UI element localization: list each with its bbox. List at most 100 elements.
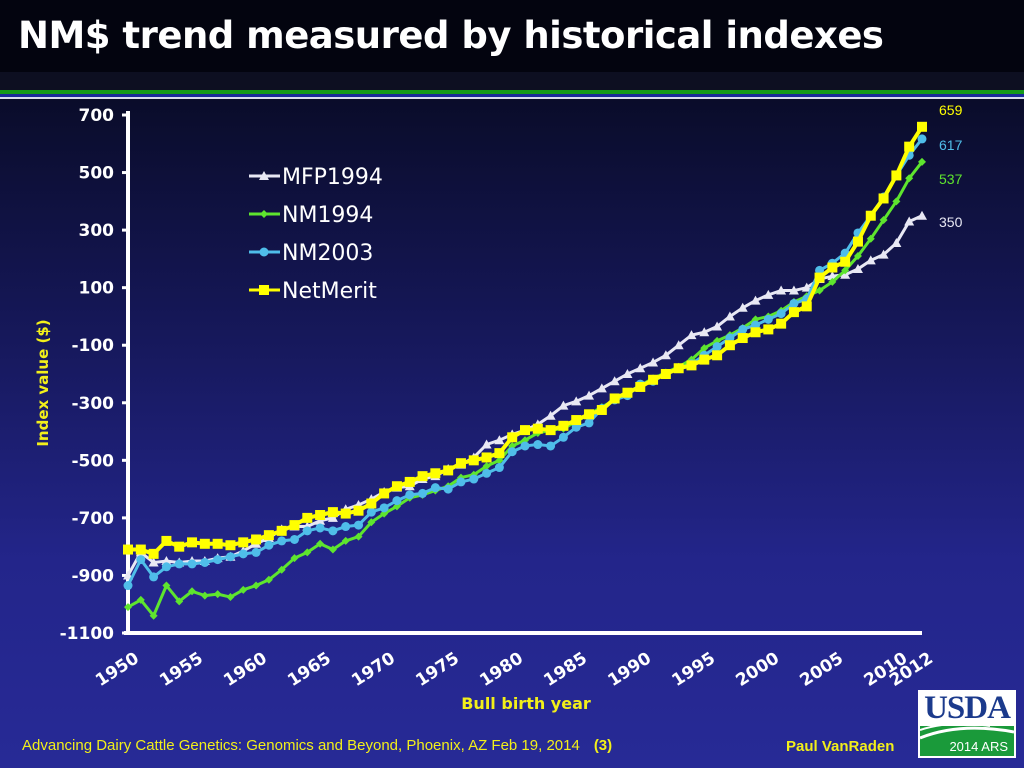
data-point	[609, 393, 620, 404]
data-point	[149, 611, 158, 620]
data-point	[162, 581, 171, 590]
data-point	[199, 538, 210, 549]
divider-blue	[0, 94, 1024, 97]
data-point	[481, 452, 492, 463]
x-tick-label: 1980	[476, 648, 527, 691]
data-point	[341, 522, 351, 532]
data-point	[917, 121, 927, 132]
data-point	[327, 507, 338, 518]
data-point	[546, 441, 556, 451]
footer-text: Advancing Dairy Cattle Genetics: Genomic…	[22, 737, 580, 754]
data-point	[750, 327, 761, 338]
data-point	[545, 410, 556, 420]
x-axis-label: Bull birth year	[461, 694, 591, 713]
x-tick-label: 1990	[604, 648, 655, 691]
data-point	[750, 295, 761, 305]
series-line	[128, 125, 924, 556]
data-point	[367, 518, 376, 527]
data-point	[136, 595, 145, 604]
x-tick-label: 1955	[156, 648, 207, 691]
end-value-label: 350	[939, 214, 963, 230]
legend-item: NetMerit	[249, 279, 377, 304]
data-point	[277, 536, 287, 546]
usda-logo-year: 2014 ARS	[949, 739, 1008, 754]
data-point	[673, 340, 684, 350]
legend-item: MFP1994	[249, 165, 383, 190]
legend-label: NM2003	[282, 241, 373, 266]
y-tick-label: 700	[79, 106, 115, 126]
data-point	[840, 256, 851, 267]
data-point	[686, 360, 697, 371]
data-point	[443, 465, 454, 476]
data-point	[213, 555, 223, 565]
data-point	[302, 526, 312, 536]
data-point	[724, 340, 735, 351]
data-point	[584, 409, 595, 420]
data-point	[724, 311, 735, 321]
data-point	[123, 544, 133, 555]
y-tick-label: -1100	[60, 624, 115, 644]
data-point	[456, 477, 466, 487]
data-point	[354, 532, 363, 541]
data-point	[263, 530, 274, 541]
data-point	[660, 369, 671, 379]
y-tick-label: 100	[79, 279, 115, 299]
data-point	[482, 462, 491, 471]
data-point	[596, 404, 607, 415]
divider-green	[0, 90, 1024, 94]
data-point	[712, 321, 723, 331]
data-point	[520, 441, 530, 451]
data-point	[174, 559, 184, 569]
data-point	[302, 512, 313, 523]
data-point	[443, 484, 453, 494]
data-point	[161, 562, 171, 572]
data-point	[264, 540, 274, 550]
data-point	[251, 547, 261, 557]
end-value-label: 617	[939, 137, 963, 153]
data-point	[405, 490, 415, 500]
data-point	[571, 396, 582, 406]
data-point	[187, 559, 197, 569]
data-point	[737, 333, 748, 344]
data-point	[124, 603, 132, 612]
data-point	[801, 301, 812, 312]
usda-logo-text: USDA	[924, 690, 1011, 726]
data-point	[738, 324, 748, 334]
data-point	[417, 471, 428, 482]
end-labels: 350 537 617 659	[939, 102, 963, 230]
data-point	[495, 456, 504, 465]
divider-white	[0, 97, 1024, 99]
data-point	[315, 515, 326, 525]
data-point	[852, 263, 863, 273]
data-point	[648, 374, 659, 385]
data-point	[865, 210, 876, 221]
data-point	[918, 157, 926, 166]
legend-marker-icon	[259, 247, 269, 257]
y-tick-label: -900	[71, 566, 114, 586]
data-point	[584, 418, 594, 428]
data-point	[379, 488, 390, 499]
data-point	[135, 544, 146, 555]
data-point	[866, 234, 875, 243]
series-netmerit	[123, 121, 927, 559]
data-point	[430, 483, 440, 493]
end-value-label: 537	[939, 171, 963, 187]
data-point	[814, 272, 825, 283]
data-point	[328, 526, 338, 536]
legend-label: NetMerit	[282, 279, 377, 304]
title-subbar	[0, 72, 1024, 90]
data-point	[353, 505, 364, 516]
data-point	[251, 534, 262, 545]
slide-title: NM$ trend measured by historical indexes	[18, 14, 884, 57]
data-point	[277, 565, 286, 574]
data-point	[904, 141, 915, 152]
data-point	[482, 468, 492, 478]
y-tick-label: -500	[71, 451, 114, 471]
data-point	[788, 307, 799, 318]
data-point	[481, 439, 492, 449]
x-tick-label: 1965	[284, 648, 335, 691]
data-point	[905, 174, 914, 183]
data-point	[648, 357, 659, 367]
data-point	[328, 545, 337, 554]
